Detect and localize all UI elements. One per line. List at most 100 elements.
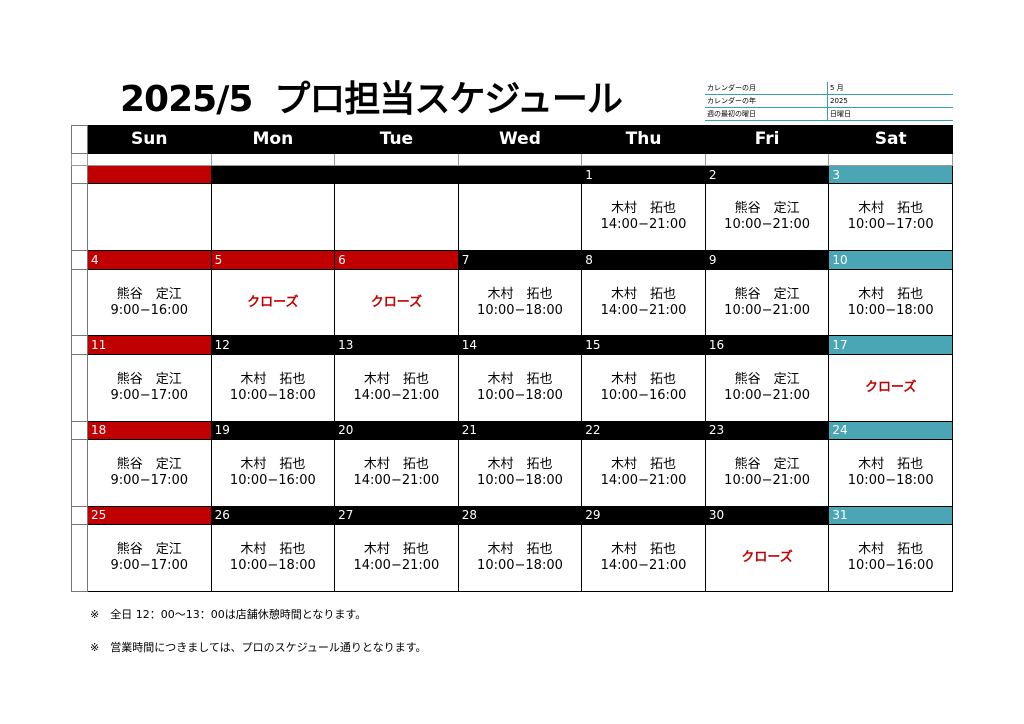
shift-time: 10:00−18:00 xyxy=(847,302,934,318)
day-cell[interactable]: 熊谷 定江 9:00−17:00 xyxy=(87,524,212,592)
schedule-calendar: Sun Mon Tue Wed Thu Fri Sat 1 2 3 木村 拓也 14:0… xyxy=(71,125,953,592)
day-cell[interactable]: 木村 拓也 10:00−16:00 xyxy=(581,353,706,422)
shift-time: 10:00−21:00 xyxy=(724,302,810,318)
shift-time: 10:00−17:00 xyxy=(847,217,934,233)
day-cell[interactable]: 木村 拓也 10:00−18:00 xyxy=(828,268,953,337)
side-cell xyxy=(71,353,88,422)
date-number: 20 xyxy=(334,420,459,441)
date-number xyxy=(334,165,459,185)
day-cell[interactable]: 木村 拓也 14:00−21:00 xyxy=(334,524,459,592)
calendar-settings-table: カレンダーの月 5 月 カレンダーの年 2025 週の最初の曜日 日曜日 xyxy=(705,82,953,121)
day-cell[interactable]: クローズ xyxy=(828,353,953,422)
staff-name: 木村 拓也 xyxy=(611,201,677,217)
day-cell[interactable]: 熊谷 定江 9:00−16:00 xyxy=(87,268,212,337)
staff-name: 木村 拓也 xyxy=(240,456,306,472)
shift-time: 10:00−21:00 xyxy=(724,217,810,233)
side-cell xyxy=(71,439,88,507)
shift-time: 14:00−21:00 xyxy=(600,472,687,488)
day-cell[interactable]: 木村 拓也 10:00−18:00 xyxy=(828,439,953,507)
page-title: 2025/5 プロ担当スケジュール xyxy=(120,70,623,122)
day-cell[interactable]: 木村 拓也 14:00−21:00 xyxy=(581,439,706,507)
day-cell[interactable]: クローズ xyxy=(210,268,336,337)
day-cell[interactable]: 木村 拓也 14:00−21:00 xyxy=(581,183,706,252)
staff-name: 木村 拓也 xyxy=(487,456,553,472)
settings-row: カレンダーの年 2025 xyxy=(705,94,953,108)
day-cell[interactable]: 木村 拓也 14:00−21:00 xyxy=(581,268,706,337)
shift-time: 10:00−18:00 xyxy=(477,558,563,574)
date-number: 4 xyxy=(87,250,212,270)
staff-name: 木村 拓也 xyxy=(363,542,429,558)
day-cell[interactable]: 熊谷 定江 9:00−17:00 xyxy=(87,353,212,422)
day-cell[interactable]: 木村 拓也 10:00−18:00 xyxy=(457,524,583,592)
staff-name: 木村 拓也 xyxy=(858,286,924,302)
title-year-month: 2025/5 xyxy=(120,79,253,120)
shift-time: 10:00−18:00 xyxy=(229,558,316,574)
shift-time: 10:00−18:00 xyxy=(477,472,563,488)
closed-label: クローズ xyxy=(741,550,793,566)
spacer-cell xyxy=(87,152,212,167)
day-cell[interactable]: 木村 拓也 10:00−16:00 xyxy=(210,439,336,507)
date-number: 1 xyxy=(581,165,706,185)
shift-time: 10:00−16:00 xyxy=(229,472,316,488)
date-number: 5 xyxy=(210,250,336,270)
date-number: 17 xyxy=(828,335,953,355)
date-number: 16 xyxy=(704,335,830,355)
day-cell[interactable]: 木村 拓也 10:00−18:00 xyxy=(457,353,583,422)
shift-time: 10:00−16:00 xyxy=(600,387,687,403)
day-cell[interactable]: 木村 拓也 10:00−16:00 xyxy=(828,524,953,592)
schedule-row: 熊谷 定江 9:00−17:00 木村 拓也 10:00−16:00 木村 拓也 14:0… xyxy=(71,439,953,507)
date-number-row: 11 12 13 14 15 16 17 xyxy=(71,335,953,355)
day-cell[interactable] xyxy=(457,183,583,252)
spacer-cell xyxy=(704,152,830,167)
shift-time: 10:00−18:00 xyxy=(847,472,934,488)
settings-label: カレンダーの年 xyxy=(705,94,828,108)
date-number: 3 xyxy=(828,165,953,185)
side-cell xyxy=(71,125,88,154)
day-cell[interactable]: 熊谷 定江 10:00−21:00 xyxy=(704,268,830,337)
day-cell[interactable]: 木村 拓也 10:00−17:00 xyxy=(828,183,953,252)
day-cell[interactable]: 熊谷 定江 10:00−21:00 xyxy=(704,353,830,422)
weekday-wed: Wed xyxy=(457,125,583,154)
date-number: 29 xyxy=(581,505,706,526)
day-cell[interactable]: 熊谷 定江 9:00−17:00 xyxy=(87,439,212,507)
spacer-cell xyxy=(210,152,336,167)
note-break-time: ※ 全日 12：00～13：00は店舗休憩時間となります。 xyxy=(90,608,367,621)
staff-name: 木村 拓也 xyxy=(240,542,306,558)
staff-name: 熊谷 定江 xyxy=(116,371,182,387)
day-cell[interactable] xyxy=(334,183,459,252)
staff-name: 木村 拓也 xyxy=(363,371,429,387)
day-cell[interactable]: 木村 拓也 10:00−18:00 xyxy=(210,524,336,592)
day-cell[interactable]: クローズ xyxy=(334,268,459,337)
staff-name: 木村 拓也 xyxy=(363,456,429,472)
day-cell[interactable]: クローズ xyxy=(704,524,830,592)
date-number: 26 xyxy=(210,505,336,526)
day-cell[interactable]: 木村 拓也 14:00−21:00 xyxy=(334,439,459,507)
settings-value[interactable]: 日曜日 xyxy=(827,107,953,121)
day-cell[interactable]: 木村 拓也 10:00−18:00 xyxy=(457,439,583,507)
day-cell[interactable]: 木村 拓也 10:00−18:00 xyxy=(210,353,336,422)
day-cell[interactable] xyxy=(210,183,336,252)
day-cell[interactable]: 木村 拓也 14:00−21:00 xyxy=(581,524,706,592)
date-number: 8 xyxy=(581,250,706,270)
weekday-thu: Thu xyxy=(581,125,706,154)
side-cell xyxy=(71,152,88,167)
closed-label: クローズ xyxy=(865,379,917,395)
closed-label: クローズ xyxy=(247,294,299,310)
shift-time: 14:00−21:00 xyxy=(353,387,440,403)
settings-value[interactable]: 5 月 xyxy=(827,82,953,95)
day-cell[interactable]: 木村 拓也 14:00−21:00 xyxy=(334,353,459,422)
shift-time: 14:00−21:00 xyxy=(353,558,440,574)
date-number-row: 18 19 20 21 22 23 24 xyxy=(71,420,953,441)
day-cell[interactable] xyxy=(87,183,212,252)
settings-value[interactable]: 2025 xyxy=(827,94,953,108)
date-number-row: 25 26 27 28 29 30 31 xyxy=(71,505,953,526)
date-number: 19 xyxy=(210,420,336,441)
staff-name: 木村 拓也 xyxy=(858,542,924,558)
shift-time: 14:00−21:00 xyxy=(353,472,440,488)
spacer-cell xyxy=(828,152,953,167)
staff-name: 木村 拓也 xyxy=(611,286,677,302)
day-cell[interactable]: 熊谷 定江 10:00−21:00 xyxy=(704,183,830,252)
day-cell[interactable]: 木村 拓也 10:00−18:00 xyxy=(457,268,583,337)
day-cell[interactable]: 熊谷 定江 10:00−21:00 xyxy=(704,439,830,507)
